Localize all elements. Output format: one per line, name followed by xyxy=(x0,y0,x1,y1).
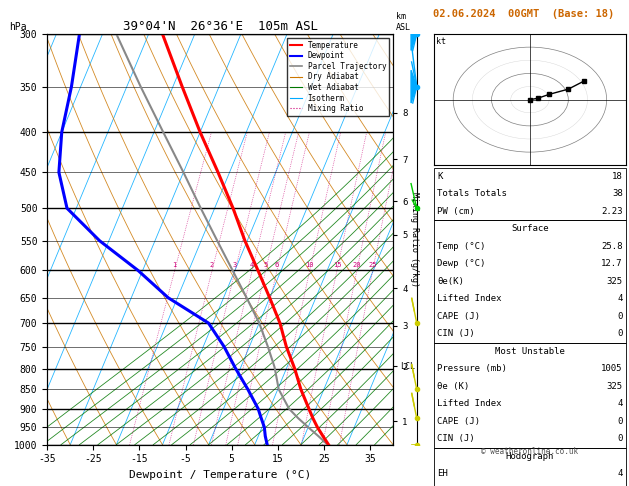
Text: PW (cm): PW (cm) xyxy=(437,207,475,216)
Text: 4: 4 xyxy=(617,399,623,408)
Text: Dewp (°C): Dewp (°C) xyxy=(437,260,486,268)
Text: 4: 4 xyxy=(250,262,254,268)
Text: CAPE (J): CAPE (J) xyxy=(437,417,480,426)
Text: 0: 0 xyxy=(617,312,623,321)
Text: 2.23: 2.23 xyxy=(601,207,623,216)
Text: 0: 0 xyxy=(617,434,623,443)
Text: θe(K): θe(K) xyxy=(437,277,464,286)
Text: 1: 1 xyxy=(172,262,177,268)
Text: 325: 325 xyxy=(606,382,623,391)
Text: 0: 0 xyxy=(617,330,623,338)
Text: 25.8: 25.8 xyxy=(601,242,623,251)
Text: Surface: Surface xyxy=(511,225,548,233)
Text: LCL: LCL xyxy=(400,362,415,371)
Text: CIN (J): CIN (J) xyxy=(437,434,475,443)
Y-axis label: Mixing Ratio (g/kg): Mixing Ratio (g/kg) xyxy=(409,192,419,287)
Text: 2: 2 xyxy=(210,262,214,268)
Title: 39°04'N  26°36'E  105m ASL: 39°04'N 26°36'E 105m ASL xyxy=(123,20,318,33)
Text: 5: 5 xyxy=(264,262,268,268)
X-axis label: Dewpoint / Temperature (°C): Dewpoint / Temperature (°C) xyxy=(129,470,311,480)
Text: 4: 4 xyxy=(617,469,623,478)
Text: 0: 0 xyxy=(617,417,623,426)
Text: EH: EH xyxy=(437,469,448,478)
Text: 20: 20 xyxy=(353,262,361,268)
Text: 25: 25 xyxy=(369,262,377,268)
Text: Hodograph: Hodograph xyxy=(506,452,554,461)
Legend: Temperature, Dewpoint, Parcel Trajectory, Dry Adiabat, Wet Adiabat, Isotherm, Mi: Temperature, Dewpoint, Parcel Trajectory… xyxy=(287,38,389,116)
Text: Lifted Index: Lifted Index xyxy=(437,399,502,408)
Text: Totals Totals: Totals Totals xyxy=(437,190,507,198)
Text: Temp (°C): Temp (°C) xyxy=(437,242,486,251)
Text: 12.7: 12.7 xyxy=(601,260,623,268)
Text: K: K xyxy=(437,172,443,181)
Polygon shape xyxy=(411,70,416,103)
Text: 1005: 1005 xyxy=(601,364,623,373)
Text: km
ASL: km ASL xyxy=(396,12,411,32)
Text: 4: 4 xyxy=(617,295,623,303)
Text: 38: 38 xyxy=(612,190,623,198)
Polygon shape xyxy=(411,17,416,51)
Text: Lifted Index: Lifted Index xyxy=(437,295,502,303)
Text: CIN (J): CIN (J) xyxy=(437,330,475,338)
Text: hPa: hPa xyxy=(9,21,27,32)
Text: 18: 18 xyxy=(612,172,623,181)
Text: 15: 15 xyxy=(333,262,341,268)
Text: kt: kt xyxy=(436,36,446,46)
Text: 6: 6 xyxy=(275,262,279,268)
Text: © weatheronline.co.uk: © weatheronline.co.uk xyxy=(481,447,579,456)
Text: 10: 10 xyxy=(306,262,314,268)
Text: Pressure (mb): Pressure (mb) xyxy=(437,364,507,373)
Text: CAPE (J): CAPE (J) xyxy=(437,312,480,321)
Text: 325: 325 xyxy=(606,277,623,286)
Text: Most Unstable: Most Unstable xyxy=(495,347,565,356)
Text: 3: 3 xyxy=(233,262,237,268)
Text: θe (K): θe (K) xyxy=(437,382,469,391)
Text: 02.06.2024  00GMT  (Base: 18): 02.06.2024 00GMT (Base: 18) xyxy=(433,9,615,19)
